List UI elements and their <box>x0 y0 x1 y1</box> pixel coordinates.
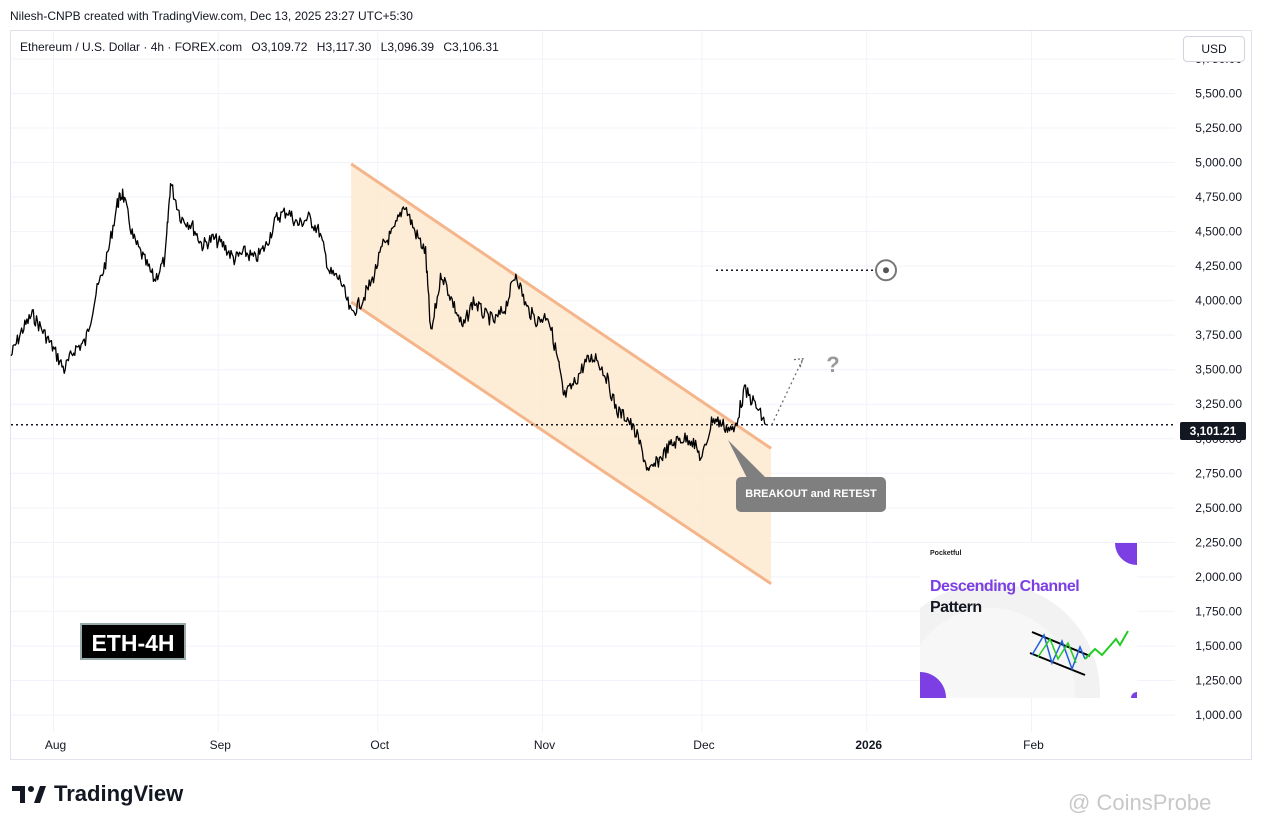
inset-corner-bottom-left <box>920 672 946 698</box>
last-price-tag: 3,101.21 <box>1180 422 1246 440</box>
x-tick-label: Oct <box>370 738 389 752</box>
y-tick-label: 4,500.00 <box>1195 225 1242 239</box>
question-mark: ? <box>826 352 839 377</box>
projection-line <box>771 358 804 426</box>
time-axis: Aug Sep Oct Nov Dec 2026 Feb <box>45 738 1044 752</box>
x-tick-label: 2026 <box>855 738 882 752</box>
y-tick-label: 5,500.00 <box>1195 86 1242 100</box>
currency-button[interactable]: USD <box>1183 36 1245 62</box>
y-tick-label: 3,500.00 <box>1195 363 1242 377</box>
y-tick-label: 5,000.00 <box>1195 156 1242 170</box>
y-tick-label: 2,000.00 <box>1195 570 1242 584</box>
y-tick-label: 4,000.00 <box>1195 294 1242 308</box>
ohlc-close: C3,106.31 <box>443 40 499 54</box>
price-axis: 5,750.005,500.005,250.005,000.004,750.00… <box>1195 52 1242 722</box>
descending-channel-inset: Pocketful Descending Channel Pattern <box>920 543 1137 698</box>
y-tick-label: 3,250.00 <box>1195 397 1242 411</box>
tradingview-brand[interactable]: TradingView <box>12 781 183 807</box>
x-tick-label: Nov <box>534 738 555 752</box>
projection-arrow <box>771 357 804 426</box>
y-tick-label: 3,750.00 <box>1195 328 1242 342</box>
y-tick-label: 2,250.00 <box>1195 535 1242 549</box>
ohlc-open: O3,109.72 <box>251 40 308 54</box>
inset-title-line2: Pattern <box>930 599 982 616</box>
y-tick-label: 1,000.00 <box>1195 708 1242 722</box>
x-tick-label: Aug <box>45 738 66 752</box>
x-tick-label: Sep <box>210 738 232 752</box>
symbol-name[interactable]: Ethereum / U.S. Dollar · 4h · FOREX.com <box>20 40 243 54</box>
inset-brand: Pocketful <box>930 550 962 557</box>
y-tick-label: 4,250.00 <box>1195 259 1242 273</box>
ohlc-high: H3,117.30 <box>316 40 372 54</box>
inset-corner-bottom-right <box>1131 692 1137 698</box>
y-tick-label: 4,750.00 <box>1195 190 1242 204</box>
chart-frame <box>10 30 1252 760</box>
y-tick-label: 1,750.00 <box>1195 604 1242 618</box>
y-tick-label: 2,500.00 <box>1195 501 1242 515</box>
y-tick-label: 1,250.00 <box>1195 673 1242 687</box>
price-series <box>10 182 767 472</box>
y-tick-label: 2,750.00 <box>1195 466 1242 480</box>
symbol-legend: Ethereum / U.S. Dollar · 4h · FOREX.com … <box>20 40 505 54</box>
target-level <box>716 259 897 282</box>
channel-lower-line <box>350 300 772 586</box>
coinsprobe-watermark: @ CoinsProbe <box>1068 790 1212 815</box>
chart-attribution: Nilesh-CNPB created with TradingView.com… <box>10 9 413 23</box>
projection-arrowhead <box>793 357 804 368</box>
channel-upper-line <box>350 162 772 450</box>
price-line <box>10 182 767 472</box>
x-tick-label: Feb <box>1023 738 1044 752</box>
tradingview-logo-icon <box>12 786 46 803</box>
inset-corner-top <box>1115 543 1137 565</box>
target-dot <box>883 267 889 274</box>
tradingview-wordmark: TradingView <box>54 781 184 806</box>
breakout-retest-callout: BREAKOUT and RETEST <box>736 477 886 512</box>
y-tick-label: 1,500.00 <box>1195 639 1242 653</box>
inset-title-line1: Descending Channel <box>930 578 1080 595</box>
y-tick-label: 5,250.00 <box>1195 121 1242 135</box>
ohlc-low: L3,096.39 <box>380 40 435 54</box>
x-tick-label: Dec <box>693 738 714 752</box>
eth-timeframe-label: ETH-4H <box>80 623 186 660</box>
